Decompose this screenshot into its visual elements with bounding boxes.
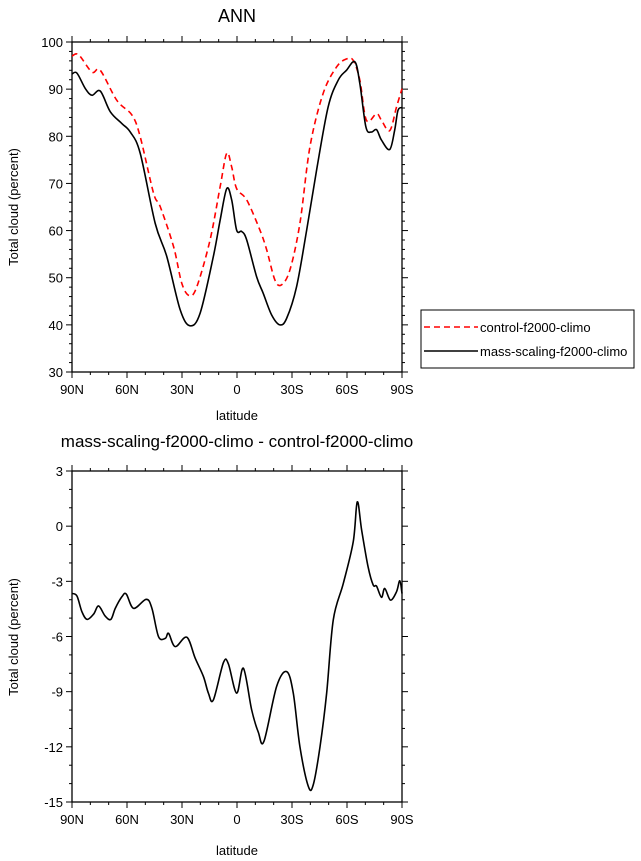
y-tick-label: 0 (56, 519, 63, 534)
y-tick-label: 60 (49, 224, 63, 239)
y-tick-label: 80 (49, 129, 63, 144)
y-tick-label: -12 (44, 740, 63, 755)
bottom-chart-title: mass-scaling-f2000-climo - control-f2000… (61, 432, 413, 451)
top-plot-area: 90N 60N 30N 0 30S 60S 90S 30 40 50 60 70 80 90 100 (41, 35, 414, 397)
y-tick-label: -9 (51, 685, 63, 700)
x-tick-label: 90N (60, 812, 84, 827)
x-tick-label: 60N (115, 382, 139, 397)
legend-box (420, 309, 635, 369)
series-line-control-f2000-climo (71, 52, 403, 297)
x-tick-label: 0 (233, 812, 240, 827)
x-tick-label: 60S (335, 812, 358, 827)
x-tick-label: 30N (170, 382, 194, 397)
legend-label-mass-scaling: mass-scaling-f2000-climo (480, 344, 627, 359)
y-tick-label: 30 (49, 365, 63, 380)
series-line-difference (71, 501, 403, 792)
bottom-plot-area: 90N 60N 30N 0 30S 60S 90S -15 -12 -9 -6 -3 0 3 (44, 464, 414, 827)
x-tick-label: 90N (60, 382, 84, 397)
x-tick-label: 30S (280, 382, 303, 397)
bottom-x-axis-label: latitude (216, 843, 258, 858)
y-tick-label: 70 (49, 176, 63, 191)
y-tick-label: -3 (51, 574, 63, 589)
x-tick-label: 90S (390, 382, 413, 397)
y-tick-label: -15 (44, 795, 63, 810)
top-y-axis-label: Total cloud (percent) (6, 148, 21, 266)
plot-frame (71, 41, 403, 373)
plot-frame (71, 470, 403, 803)
y-tick-label: -6 (51, 630, 63, 645)
x-tick-label: 30N (170, 812, 194, 827)
y-tick-label: 90 (49, 82, 63, 97)
series-line-mass-scaling-f2000-climo (71, 60, 403, 327)
y-tick-label: 50 (49, 271, 63, 286)
x-tick-label: 60S (335, 382, 358, 397)
top-x-axis-label: latitude (216, 408, 258, 423)
legend: control-f2000-climo mass-scaling-f2000-c… (420, 309, 635, 369)
y-tick-label: 40 (49, 318, 63, 333)
top-chart-title: ANN (218, 6, 256, 26)
y-tick-label: 100 (41, 35, 63, 50)
y-tick-label: 3 (56, 464, 63, 479)
x-tick-label: 0 (233, 382, 240, 397)
x-tick-label: 90S (390, 812, 413, 827)
x-tick-label: 30S (280, 812, 303, 827)
bottom-y-axis-label: Total cloud (percent) (6, 578, 21, 696)
legend-label-control: control-f2000-climo (480, 320, 591, 335)
x-tick-label: 60N (115, 812, 139, 827)
